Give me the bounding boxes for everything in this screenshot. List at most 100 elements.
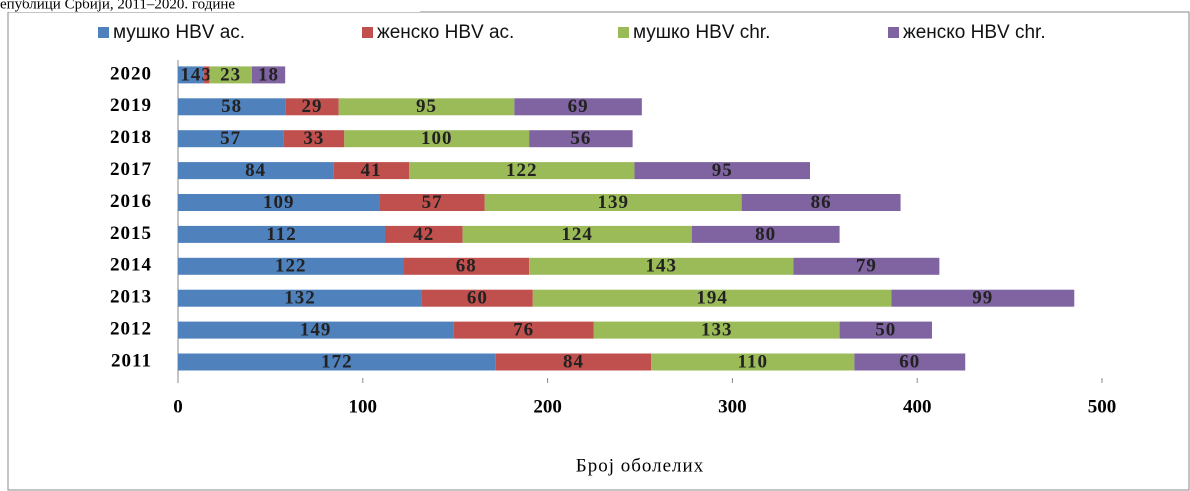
bar-segment <box>209 66 252 84</box>
data-label: 194 <box>696 288 728 309</box>
y-tick-label: 2019 <box>110 95 152 116</box>
bar-segment <box>839 321 932 339</box>
data-label: 76 <box>513 319 534 340</box>
data-label: 58 <box>221 96 242 117</box>
bar-segment <box>462 225 692 243</box>
data-label: 33 <box>303 128 324 149</box>
chart-border <box>7 11 1190 491</box>
bar-segment <box>421 289 533 307</box>
data-label: 122 <box>506 160 538 181</box>
legend-label: мушко HBV chr. <box>633 22 770 43</box>
data-label: 172 <box>321 351 353 372</box>
legend-label: женско HBV chr. <box>903 22 1046 43</box>
x-tick-label: 300 <box>718 396 747 417</box>
legend-label: женско HBV ac. <box>377 22 514 43</box>
bar-segment <box>741 194 901 211</box>
bar-segment <box>178 98 286 116</box>
bar-segment <box>338 98 515 116</box>
bar-segment <box>203 66 210 84</box>
legend-swatch <box>98 27 109 38</box>
bar-segment <box>178 321 454 339</box>
data-label: 95 <box>416 96 437 117</box>
bar-segment <box>529 257 794 275</box>
bar-segment <box>333 162 409 180</box>
bar-segment <box>251 66 286 84</box>
x-tick-label: 400 <box>903 396 932 417</box>
y-tick-label: 2015 <box>110 223 152 244</box>
bar-segment <box>178 130 284 148</box>
data-label: 84 <box>245 160 266 181</box>
data-label: 41 <box>361 160 382 181</box>
bar-segment <box>634 162 811 180</box>
x-tick-label: 100 <box>349 396 378 417</box>
x-tick-label: 500 <box>1088 396 1117 417</box>
data-label: 100 <box>421 128 453 149</box>
data-label: 18 <box>258 64 279 85</box>
y-tick-label: 2013 <box>110 287 152 308</box>
x-axis-label: Број оболелих <box>576 455 704 476</box>
bar-segment <box>285 98 339 116</box>
bar-segment <box>409 162 635 180</box>
legend-swatch <box>888 27 899 38</box>
bar-segment <box>495 353 652 371</box>
legend-label: мушко HBV ac. <box>113 22 245 43</box>
data-label: 84 <box>563 351 584 372</box>
bar-segment <box>379 194 485 211</box>
data-label: 80 <box>755 224 776 245</box>
data-label: 99 <box>972 288 993 309</box>
data-label: 50 <box>875 319 896 340</box>
y-tick-label: 2018 <box>110 127 152 148</box>
legend-swatch <box>362 27 373 38</box>
data-label: 133 <box>701 319 733 340</box>
data-label: 23 <box>220 64 241 85</box>
x-tick-label: 200 <box>533 396 562 417</box>
bar-segment <box>178 257 404 275</box>
data-label: 60 <box>899 351 920 372</box>
data-label: 3 <box>201 64 212 85</box>
data-label: 110 <box>738 351 768 372</box>
bar-segment <box>891 289 1075 307</box>
caption-bg <box>0 0 420 12</box>
bar-segment <box>691 225 840 243</box>
data-label: 79 <box>856 256 877 277</box>
data-label: 69 <box>568 96 589 117</box>
data-label: 60 <box>467 288 488 309</box>
bar-segment <box>484 194 742 211</box>
y-tick-label: 2016 <box>110 191 152 212</box>
bar-segment <box>178 194 380 211</box>
caption: епублици Србији, 2011–2020. године <box>0 0 235 12</box>
data-label: 124 <box>561 224 593 245</box>
data-label: 57 <box>220 128 241 149</box>
data-label: 29 <box>301 96 322 117</box>
data-label: 56 <box>570 128 591 149</box>
y-tick-label: 2012 <box>110 318 152 339</box>
y-tick-label: 2020 <box>110 63 152 84</box>
data-label: 86 <box>811 192 832 213</box>
bar-segment <box>793 257 940 275</box>
y-tick-label: 2011 <box>111 350 152 371</box>
data-label: 139 <box>597 192 629 213</box>
data-label: 42 <box>413 224 434 245</box>
bar-segment <box>178 225 385 243</box>
data-label: 143 <box>646 256 678 277</box>
bar-segment <box>283 130 345 148</box>
bar-segment <box>651 353 855 371</box>
data-label: 95 <box>712 160 733 181</box>
bar-segment <box>453 321 594 339</box>
y-tick-label: 2017 <box>110 159 152 180</box>
bar-segment <box>178 353 496 371</box>
bar-segment <box>532 289 892 307</box>
bar-segment <box>178 162 334 180</box>
bar-segment <box>593 321 840 339</box>
bar-segment <box>384 225 463 243</box>
data-label: 132 <box>284 288 316 309</box>
data-label: 14 <box>180 64 201 85</box>
data-label: 122 <box>275 256 307 277</box>
bar-segment <box>178 66 204 84</box>
bar-segment <box>178 289 422 307</box>
bar-segment <box>529 130 633 148</box>
data-label: 68 <box>456 256 477 277</box>
bar-segment <box>514 98 642 116</box>
x-tick-label: 0 <box>173 396 183 417</box>
